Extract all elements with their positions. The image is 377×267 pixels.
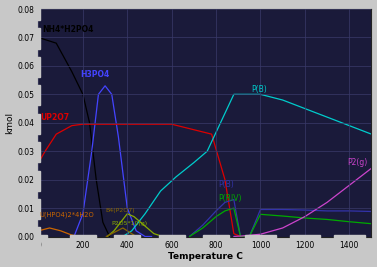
Text: NH4*H2PO4: NH4*H2PO4 (43, 25, 94, 34)
Text: P2(g): P2(g) (347, 158, 367, 167)
Text: P(RIV): P(RIV) (218, 194, 241, 203)
Text: UP2O7: UP2O7 (40, 113, 69, 122)
X-axis label: Temperature C: Temperature C (167, 252, 242, 261)
Text: H3PO4: H3PO4 (81, 70, 110, 79)
Text: B4(P2O7): B4(P2O7) (106, 208, 135, 213)
Text: P(B): P(B) (218, 180, 234, 189)
Text: U(HPO4)2*4H2O: U(HPO4)2*4H2O (40, 211, 94, 218)
Text: P2O5*10(g): P2O5*10(g) (112, 221, 148, 226)
Y-axis label: kmol: kmol (6, 112, 15, 134)
Text: P(B): P(B) (251, 84, 267, 93)
